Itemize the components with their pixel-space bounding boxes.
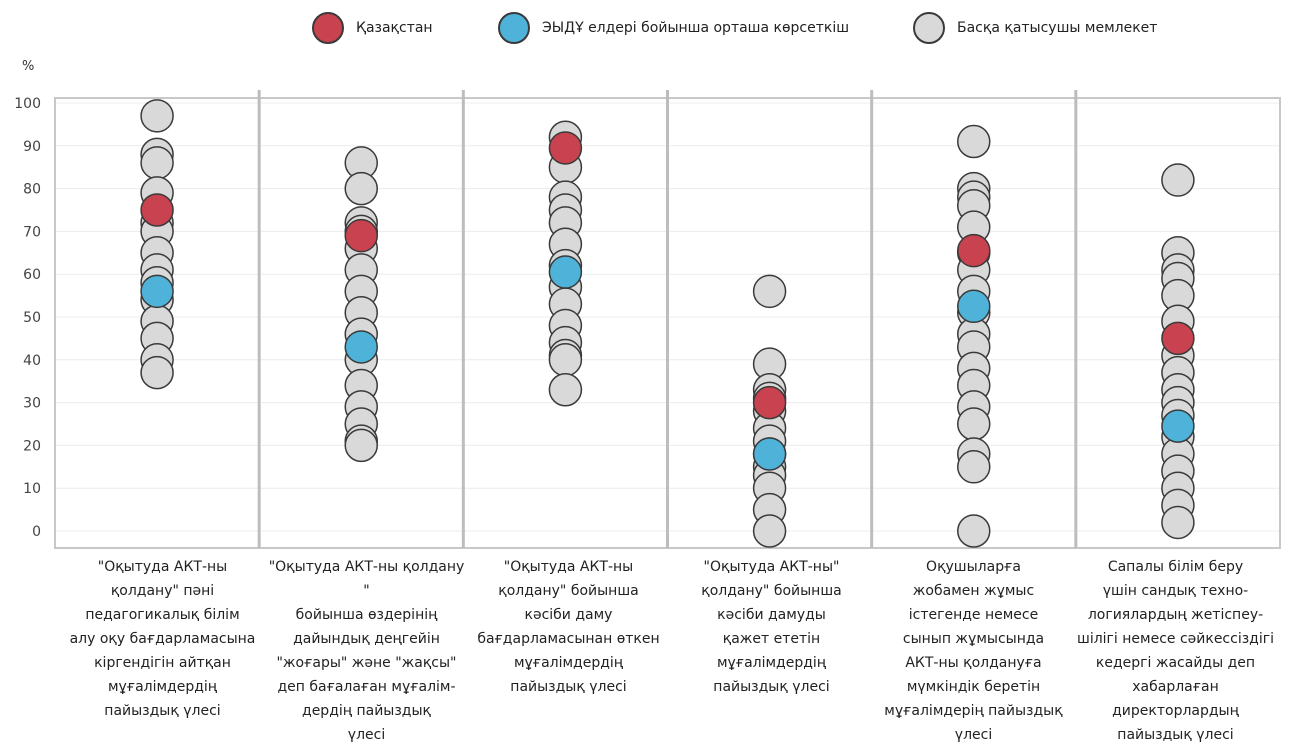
y-tick-label-100: 100	[14, 96, 41, 112]
other-country-point-3-14	[548, 373, 583, 407]
other-country-point-6-1	[1161, 163, 1195, 197]
category-label-5: Оқушыларға жобамен жұмыс істегенде немес…	[884, 559, 1063, 743]
oecd-average-point-3	[548, 255, 583, 289]
category-label-6: Сапалы білім беру үшін сандық техно- лог…	[1077, 559, 1274, 743]
legend-item-kazakhstan: Қазақстан	[312, 12, 433, 44]
other-country-point-3-13	[548, 343, 583, 377]
y-tick-label-30: 30	[23, 396, 41, 412]
legend: Қазақстан ЭЫДҰ елдері бойынша орташа көр…	[0, 10, 1292, 50]
kazakhstan-point-6	[1161, 321, 1195, 356]
oecd-average-point-1	[140, 274, 174, 309]
kazakhstan-point-5	[957, 233, 991, 268]
other-country-point-2-15	[344, 428, 378, 463]
oecd-average-point-6	[1161, 409, 1195, 443]
other-country-marker-icon	[913, 12, 945, 44]
y-tick-label-80: 80	[23, 182, 41, 198]
oecd-average-point-4	[752, 437, 787, 471]
kazakhstan-point-3	[548, 131, 583, 165]
other-country-point-4-13	[752, 514, 787, 548]
y-tick-label-60: 60	[23, 267, 41, 283]
y-tick-label-70: 70	[23, 224, 41, 240]
category-label-1: "Оқытуда АКТ-ны қолдану" пәні педагогика…	[69, 559, 256, 719]
other-country-point-1-3	[140, 146, 174, 180]
legend-item-other-country: Басқа қатысушы мемлекет	[913, 12, 1157, 44]
other-country-point-1-14	[140, 355, 174, 390]
y-axis-ticks: 0 10 20 30 40 50 60 70 80 90 100	[14, 96, 41, 540]
y-axis-unit-label: %	[22, 59, 35, 74]
data-points	[140, 99, 1195, 548]
kazakhstan-point-2	[344, 218, 378, 253]
other-country-point-5-17	[957, 450, 991, 484]
other-country-point-2-2	[344, 171, 378, 206]
kazakhstan-point-4	[752, 385, 787, 420]
oecd-average-point-5	[957, 289, 991, 324]
other-country-point-6-17	[1161, 505, 1195, 540]
other-country-point-4-1	[752, 274, 787, 309]
other-country-point-5-1	[957, 124, 991, 159]
other-country-point-5-18	[957, 514, 991, 548]
y-tick-label-10: 10	[23, 481, 41, 497]
y-tick-label-50: 50	[23, 310, 41, 326]
other-country-point-5-15	[957, 407, 991, 441]
y-tick-label-0: 0	[32, 524, 41, 540]
category-label-2: "Оқытуда АКТ-ны қолдану " бойынша өздері…	[268, 559, 465, 743]
legend-label-other-country: Басқа қатысушы мемлекет	[957, 20, 1158, 36]
kazakhstan-point-1	[140, 193, 174, 227]
other-country-point-1-1	[140, 99, 174, 133]
y-tick-label-90: 90	[23, 139, 41, 155]
legend-label-kazakhstan: Қазақстан	[356, 20, 433, 36]
legend-label-oecd-average: ЭЫДҰ елдері бойынша орташа көрсеткіш	[542, 20, 850, 36]
y-tick-label-20: 20	[23, 438, 41, 454]
category-label-4: "Оқытуда АКТ-ны" қолдану" бойынша кәсіби…	[701, 559, 842, 695]
oecd-marker-icon	[498, 12, 530, 44]
plot-frame	[54, 90, 1281, 549]
y-tick-label-40: 40	[23, 353, 41, 369]
category-label-3: "Оқытуда АКТ-ны қолдану" бойынша кәсіби …	[477, 559, 660, 695]
kazakhstan-marker-icon	[312, 12, 344, 44]
legend-item-oecd-average: ЭЫДҰ елдері бойынша орташа көрсеткіш	[498, 12, 849, 44]
oecd-average-point-2	[344, 330, 378, 364]
